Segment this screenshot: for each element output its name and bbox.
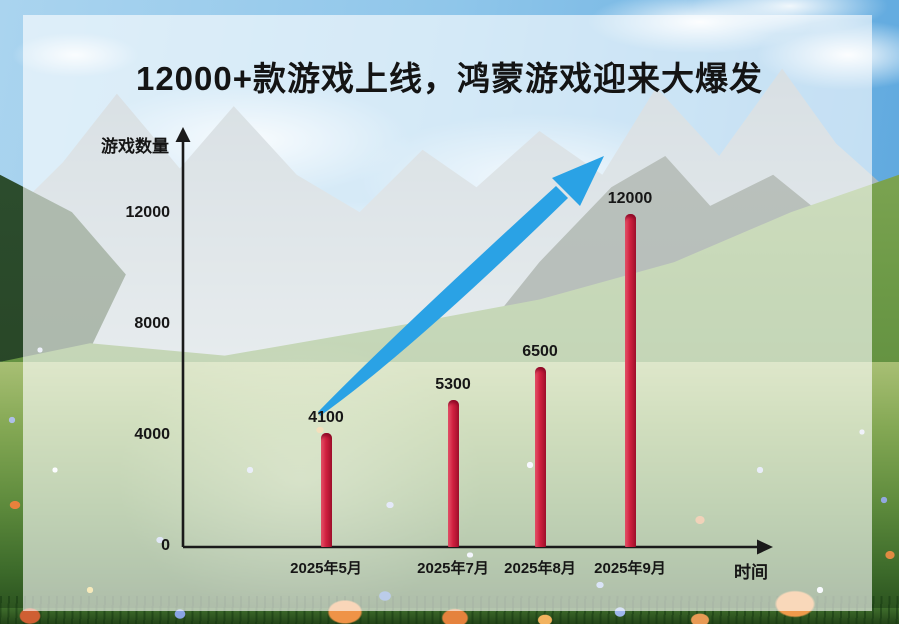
bar-value-label: 12000 — [607, 190, 653, 207]
bar-value-label: 5300 — [435, 376, 471, 393]
x-tick: 2025年9月 — [594, 560, 666, 577]
y-tick: 12000 — [125, 204, 171, 221]
x-tick: 2025年5月 — [290, 560, 362, 577]
bar — [447, 400, 459, 547]
bar-value-label: 6500 — [522, 343, 558, 360]
y-axis-label: 游戏数量 — [101, 137, 169, 156]
bar-value-label: 4100 — [308, 409, 344, 426]
bar-group: 12000 — [585, 190, 675, 547]
bar — [624, 214, 636, 547]
chart-title: 12000+款游戏上线，鸿蒙游戏迎来大爆发 — [135, 60, 764, 97]
bar-group: 4100 — [281, 409, 371, 547]
x-axis-label: 时间 — [734, 563, 768, 582]
bar — [534, 367, 546, 547]
x-tick: 2025年8月 — [504, 560, 576, 577]
bar-group: 6500 — [495, 343, 585, 547]
x-tick: 2025年7月 — [417, 560, 489, 577]
y-tick: 8000 — [134, 315, 170, 332]
y-tick: 0 — [161, 537, 170, 554]
bar — [320, 433, 332, 547]
bar-group: 5300 — [408, 376, 498, 547]
y-tick: 4000 — [134, 426, 170, 443]
